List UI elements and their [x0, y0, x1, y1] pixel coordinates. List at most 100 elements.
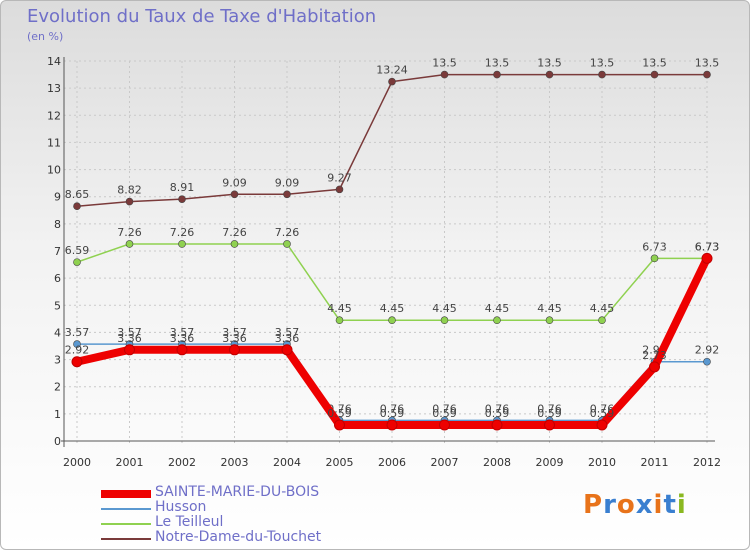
- data-label: 0.59: [590, 407, 615, 420]
- chart-title: Evolution du Taux de Taxe d'Habitation: [27, 6, 377, 27]
- data-label: 3.57: [222, 326, 247, 339]
- data-label: 2.92: [65, 344, 90, 357]
- data-point: [545, 70, 554, 79]
- y-tick-label: 6: [54, 272, 61, 285]
- data-label: 0.59: [327, 407, 352, 420]
- y-tick-label: 2: [54, 381, 61, 394]
- logo-letter: t: [663, 490, 677, 520]
- data-label: 6.73: [695, 240, 720, 253]
- data-point: [439, 419, 450, 431]
- data-label: 0.59: [537, 407, 562, 420]
- data-label: 3.36: [222, 332, 247, 345]
- data-label: 4.45: [380, 302, 405, 315]
- data-point: [493, 316, 501, 325]
- data-point: [596, 419, 608, 431]
- x-tick-label: 2006: [378, 456, 406, 469]
- data-point: [493, 70, 501, 79]
- y-tick-label: 14: [47, 55, 61, 68]
- legend-label: Notre-Dame-du-Touchet: [155, 529, 322, 545]
- data-label: 3.57: [170, 326, 195, 339]
- data-label: 6.59: [65, 244, 90, 257]
- legend-label: Le Teilleul: [155, 514, 224, 530]
- data-label: 13.5: [642, 57, 667, 70]
- chart-subtitle: (en %): [27, 30, 64, 43]
- data-point: [598, 316, 606, 325]
- logo-letter: i: [676, 490, 687, 520]
- data-point: [545, 316, 554, 325]
- data-point: [334, 419, 345, 431]
- data-point: [73, 258, 81, 266]
- data-point: [649, 361, 660, 373]
- data-label: 3.36: [275, 332, 300, 345]
- x-tick-label: 2010: [588, 456, 616, 469]
- y-tick-label: 13: [47, 82, 61, 95]
- x-tick-label: 2001: [116, 456, 144, 469]
- data-label: 0.76: [485, 402, 510, 415]
- legend-swatch: [101, 508, 151, 510]
- legend-label: SAINTE-MARIE-DU-BOIS: [155, 484, 320, 500]
- data-label: 3.57: [275, 326, 300, 339]
- data-label: 9.27: [327, 171, 352, 184]
- y-tick-label: 10: [47, 164, 61, 177]
- data-label: 0.76: [380, 402, 405, 415]
- data-label: 4.45: [432, 302, 457, 315]
- data-label: 9.09: [222, 176, 247, 189]
- data-point: [281, 344, 293, 356]
- legend-swatch: [101, 490, 151, 498]
- data-point: [176, 344, 188, 356]
- data-point: [230, 240, 239, 248]
- data-point: [73, 202, 81, 211]
- data-label: 8.65: [65, 188, 90, 201]
- data-label: 6.73: [642, 240, 667, 253]
- data-label: 13.5: [432, 57, 457, 70]
- data-label: 0.59: [485, 407, 510, 420]
- logo-letter: i: [653, 490, 664, 520]
- data-point: [229, 344, 240, 356]
- data-label: 3.57: [65, 326, 90, 339]
- data-label: 8.91: [170, 181, 195, 194]
- y-tick-label: 11: [47, 136, 61, 149]
- y-tick-label: 3: [54, 354, 61, 367]
- x-tick-label: 2007: [431, 456, 459, 469]
- logo-letter: o: [616, 490, 636, 520]
- data-label: 13.5: [590, 57, 615, 70]
- data-point: [388, 316, 396, 325]
- data-label: 4.45: [327, 302, 352, 315]
- data-point: [388, 77, 396, 86]
- x-tick-label: 2012: [693, 456, 721, 469]
- data-label: 7.26: [170, 226, 195, 239]
- data-label: 0.76: [537, 402, 562, 415]
- data-point: [598, 70, 606, 79]
- x-tick-label: 2000: [63, 456, 91, 469]
- data-label: 0.76: [432, 402, 457, 415]
- data-label: 6.73: [695, 240, 720, 253]
- data-point: [703, 70, 711, 79]
- data-label: 3.36: [170, 332, 195, 345]
- logo-letter: x: [635, 490, 654, 520]
- data-point: [703, 357, 711, 366]
- y-tick-label: 7: [54, 245, 61, 258]
- data-point: [335, 185, 344, 194]
- x-tick-label: 2005: [326, 456, 354, 469]
- data-point: [73, 340, 81, 348]
- data-point: [440, 70, 449, 79]
- data-point: [283, 190, 291, 199]
- data-label: 2.92: [695, 344, 720, 357]
- data-point: [701, 252, 713, 264]
- data-point: [491, 419, 503, 431]
- data-label: 0.59: [380, 407, 405, 420]
- data-point: [544, 419, 555, 431]
- x-tick-label: 2004: [273, 456, 301, 469]
- legend-swatch: [101, 538, 151, 540]
- data-point: [440, 316, 449, 325]
- data-label: 8.82: [117, 184, 142, 197]
- x-tick-label: 2009: [536, 456, 564, 469]
- data-label: 4.45: [485, 302, 510, 315]
- data-point: [178, 195, 186, 203]
- data-label: 13.5: [695, 57, 720, 70]
- data-point: [650, 254, 659, 263]
- data-label: 2.73: [642, 349, 667, 362]
- y-tick-label: 0: [54, 435, 61, 448]
